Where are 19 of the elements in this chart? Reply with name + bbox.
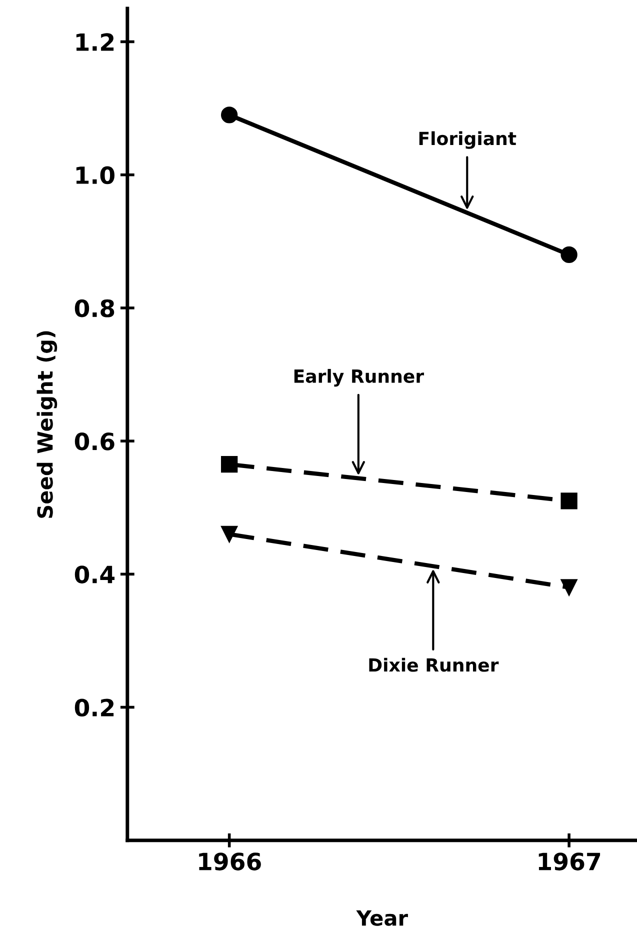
y-tick-label: 1.2 xyxy=(76,33,114,51)
y-tick-label: 0.4 xyxy=(74,566,115,584)
point xyxy=(560,579,578,596)
text: Dixie Runner xyxy=(369,658,499,672)
point xyxy=(220,106,238,124)
x-tick-label: 1967 xyxy=(538,852,600,870)
point xyxy=(560,492,578,510)
y-tick-label: 0.8 xyxy=(74,299,114,318)
point xyxy=(560,246,578,264)
point xyxy=(220,456,238,473)
x-axis-title: Year xyxy=(356,910,408,926)
y-axis-title: Seed Weight (g) xyxy=(36,331,58,518)
x-tick-label: 1966 xyxy=(199,852,261,870)
y-tick-label: 0.6 xyxy=(74,432,114,450)
text: Early Runner xyxy=(294,368,424,387)
text: Florigiant xyxy=(419,131,516,149)
y-tick-label: 1.0 xyxy=(76,166,114,184)
y-tick-label: 0.2 xyxy=(74,698,114,717)
point xyxy=(220,526,238,543)
